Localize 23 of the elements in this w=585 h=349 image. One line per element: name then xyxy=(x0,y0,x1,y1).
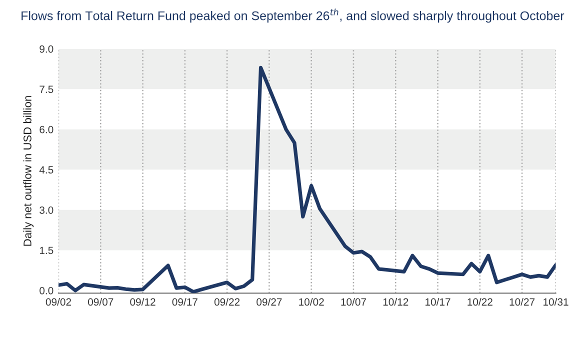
y-tick-label: 0.0 xyxy=(40,286,54,294)
y-axis-title: Daily net outflow in USD billion xyxy=(23,96,34,246)
y-tick-label: 6.0 xyxy=(40,126,54,134)
x-tick-label: 09/17 xyxy=(172,298,198,306)
x-tick-label: 10/07 xyxy=(341,298,366,306)
chart-title: Flows from Total Return Fund peaked on September 26$^{th}$, and slowed sharply throughout October xyxy=(22,8,564,23)
y-tick-label: 9.0 xyxy=(40,45,54,53)
x-tick-label: 10/27 xyxy=(510,298,535,306)
x-tick-label: 10/12 xyxy=(383,298,408,306)
x-tick-label: 09/02 xyxy=(46,298,72,306)
x-tick-label: 09/07 xyxy=(88,298,114,306)
y-tick-label: 4.5 xyxy=(39,166,54,174)
y-tick-label: 7.5 xyxy=(40,86,54,94)
x-tick-label: 09/22 xyxy=(214,298,240,306)
y-tick-label: 1.5 xyxy=(40,246,54,254)
x-tick-label: 10/17 xyxy=(426,298,450,306)
line-series xyxy=(58,66,556,294)
x-tick-label: 10/22 xyxy=(468,298,492,306)
y-tick-label: 3.0 xyxy=(40,206,54,214)
x-tick-label: 09/12 xyxy=(130,298,156,306)
x-tick-label: 10/02 xyxy=(299,298,324,306)
x-tick-label: 10/31 xyxy=(544,298,568,306)
x-tick-label: 09/27 xyxy=(256,298,282,306)
